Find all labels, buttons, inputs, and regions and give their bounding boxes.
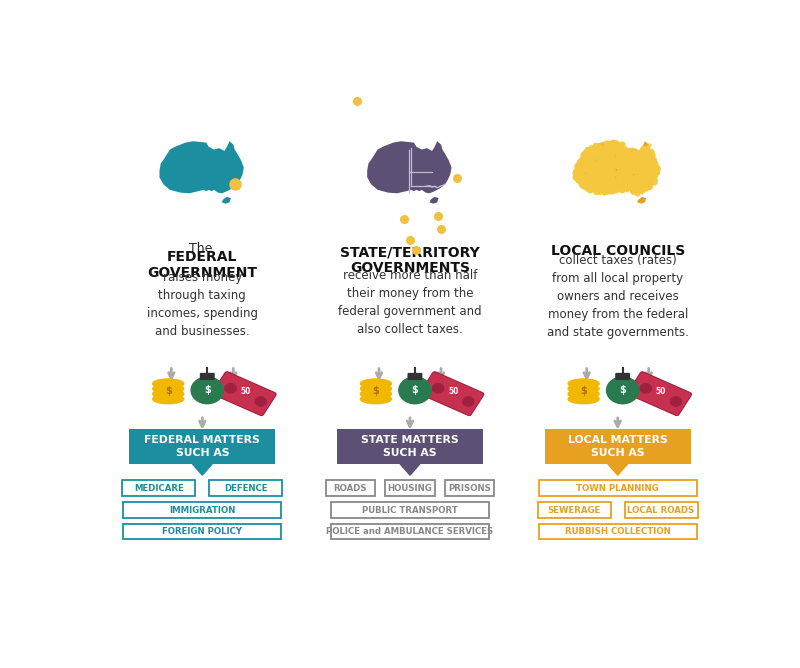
Text: STATE/TERRITORY
GOVERNMENTS: STATE/TERRITORY GOVERNMENTS: [340, 245, 480, 275]
Ellipse shape: [568, 379, 599, 388]
Polygon shape: [637, 197, 646, 204]
FancyBboxPatch shape: [615, 373, 630, 380]
FancyBboxPatch shape: [212, 371, 276, 415]
Circle shape: [670, 397, 682, 406]
Text: POLICE and AMBULANCE SERVICES: POLICE and AMBULANCE SERVICES: [326, 527, 494, 536]
Ellipse shape: [360, 379, 391, 388]
Polygon shape: [367, 141, 451, 193]
Text: $: $: [165, 386, 171, 396]
Text: The: The: [189, 242, 216, 255]
FancyBboxPatch shape: [331, 502, 489, 518]
Text: PRISONS: PRISONS: [448, 484, 491, 492]
Ellipse shape: [153, 384, 184, 393]
FancyBboxPatch shape: [331, 524, 489, 540]
Text: $: $: [619, 385, 626, 395]
Ellipse shape: [568, 389, 599, 399]
Text: 50: 50: [448, 387, 458, 397]
FancyBboxPatch shape: [628, 371, 691, 415]
Text: raises money
through taxing
incomes, spending
and businesses.: raises money through taxing incomes, spe…: [147, 271, 258, 338]
Polygon shape: [430, 197, 438, 204]
FancyBboxPatch shape: [326, 480, 375, 496]
Ellipse shape: [153, 389, 184, 399]
Text: STATE MATTERS
SUCH AS: STATE MATTERS SUCH AS: [361, 435, 459, 458]
Ellipse shape: [568, 394, 599, 403]
Polygon shape: [400, 464, 420, 475]
FancyBboxPatch shape: [209, 480, 282, 496]
Circle shape: [606, 377, 638, 403]
Text: $: $: [411, 385, 418, 395]
Polygon shape: [192, 464, 212, 475]
FancyBboxPatch shape: [407, 373, 422, 380]
FancyBboxPatch shape: [445, 480, 494, 496]
Ellipse shape: [360, 389, 391, 399]
Circle shape: [399, 377, 431, 403]
FancyBboxPatch shape: [200, 373, 214, 380]
FancyBboxPatch shape: [386, 480, 435, 496]
FancyBboxPatch shape: [538, 524, 697, 540]
Text: IMMIGRATION: IMMIGRATION: [169, 506, 235, 514]
FancyBboxPatch shape: [538, 480, 697, 496]
Text: SEWERAGE: SEWERAGE: [548, 506, 601, 514]
Ellipse shape: [568, 384, 599, 393]
FancyBboxPatch shape: [123, 502, 282, 518]
Text: DEFENCE: DEFENCE: [224, 484, 267, 492]
Ellipse shape: [360, 384, 391, 393]
Ellipse shape: [153, 394, 184, 403]
Text: receive more than half
their money from the
federal government and
also collect : receive more than half their money from …: [338, 269, 482, 337]
Circle shape: [225, 383, 236, 393]
Text: FEDERAL
GOVERNMENT: FEDERAL GOVERNMENT: [147, 250, 258, 281]
FancyBboxPatch shape: [545, 429, 690, 464]
Text: collect taxes (rates)
from all local property
owners and receives
money from the: collect taxes (rates) from all local pro…: [546, 254, 689, 339]
Text: FOREIGN POLICY: FOREIGN POLICY: [162, 527, 242, 536]
Circle shape: [462, 397, 474, 406]
Text: HOUSING: HOUSING: [388, 484, 432, 492]
FancyBboxPatch shape: [420, 371, 484, 415]
Ellipse shape: [360, 394, 391, 403]
Circle shape: [433, 383, 444, 393]
FancyBboxPatch shape: [337, 429, 483, 464]
Text: TOWN PLANNING: TOWN PLANNING: [576, 484, 659, 492]
Text: PUBLIC TRANSPORT: PUBLIC TRANSPORT: [362, 506, 458, 514]
Polygon shape: [575, 141, 659, 193]
FancyBboxPatch shape: [130, 429, 275, 464]
Text: ROADS: ROADS: [334, 484, 367, 492]
Circle shape: [640, 383, 651, 393]
Text: $: $: [580, 386, 587, 396]
FancyBboxPatch shape: [122, 480, 195, 496]
FancyBboxPatch shape: [538, 502, 611, 518]
Polygon shape: [222, 197, 231, 204]
Polygon shape: [159, 141, 244, 193]
Polygon shape: [608, 464, 628, 475]
Circle shape: [191, 377, 223, 403]
Text: LOCAL ROADS: LOCAL ROADS: [627, 506, 694, 514]
Text: 50: 50: [241, 387, 251, 397]
Text: LOCAL COUNCILS: LOCAL COUNCILS: [550, 244, 685, 259]
Text: $: $: [373, 386, 379, 396]
Text: RUBBISH COLLECTION: RUBBISH COLLECTION: [565, 527, 670, 536]
Text: $: $: [204, 385, 210, 395]
Circle shape: [255, 397, 266, 406]
Text: MEDICARE: MEDICARE: [134, 484, 184, 492]
Text: FEDERAL MATTERS
SUCH AS: FEDERAL MATTERS SUCH AS: [145, 435, 260, 458]
Text: LOCAL MATTERS
SUCH AS: LOCAL MATTERS SUCH AS: [568, 435, 667, 458]
Text: 50: 50: [656, 387, 666, 397]
FancyBboxPatch shape: [123, 524, 282, 540]
FancyBboxPatch shape: [625, 502, 698, 518]
Ellipse shape: [153, 379, 184, 388]
